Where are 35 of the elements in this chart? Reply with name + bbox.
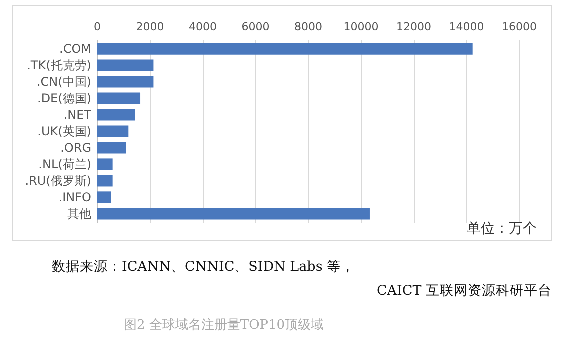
x-tick-label: 0 — [94, 20, 101, 34]
bar — [97, 126, 129, 138]
caption: 图2 全球域名注册量TOP10顶级域 — [124, 317, 324, 334]
bar — [97, 109, 136, 121]
bar — [97, 175, 113, 187]
bar — [97, 76, 154, 88]
y-tick-label: .NET — [64, 108, 92, 122]
y-tick-label: .COM — [60, 42, 92, 56]
y-tick-label: .RU(俄罗斯) — [25, 174, 92, 188]
source-note: 数据来源：ICANN、CNNIC、SIDN Labs 等， — [52, 258, 356, 276]
bar — [97, 60, 154, 72]
y-tick-label: .DE(德国) — [38, 92, 92, 106]
x-tick-label: 10000 — [344, 20, 379, 34]
x-tick-label: 6000 — [242, 20, 270, 34]
y-tick-label: .UK(英国) — [38, 124, 92, 138]
bar — [97, 142, 126, 154]
x-tick-label: 8000 — [294, 20, 322, 34]
y-tick-label: 其他 — [68, 206, 92, 221]
x-tick-label: 14000 — [449, 20, 484, 34]
bar — [97, 158, 113, 170]
bar — [97, 92, 141, 104]
y-tick-label: .NL(荷兰) — [38, 157, 92, 172]
bar — [97, 43, 473, 55]
x-tick-label: 12000 — [396, 20, 432, 34]
x-tick-label: 4000 — [189, 20, 217, 34]
bar — [97, 208, 370, 220]
y-tick-label: .INFO — [58, 190, 92, 204]
text: CAICT 互联网资源科研平台 — [376, 282, 552, 300]
x-tick-label: 2000 — [136, 20, 164, 34]
y-tick-label: .TK(托克劳) — [27, 58, 92, 73]
annotation: 单位：万个 — [467, 220, 537, 238]
y-tick-label: .ORG — [60, 140, 92, 155]
y-tick-label: .CN(中国) — [36, 75, 92, 90]
bar — [97, 192, 112, 204]
x-tick-label: 16000 — [502, 20, 537, 34]
